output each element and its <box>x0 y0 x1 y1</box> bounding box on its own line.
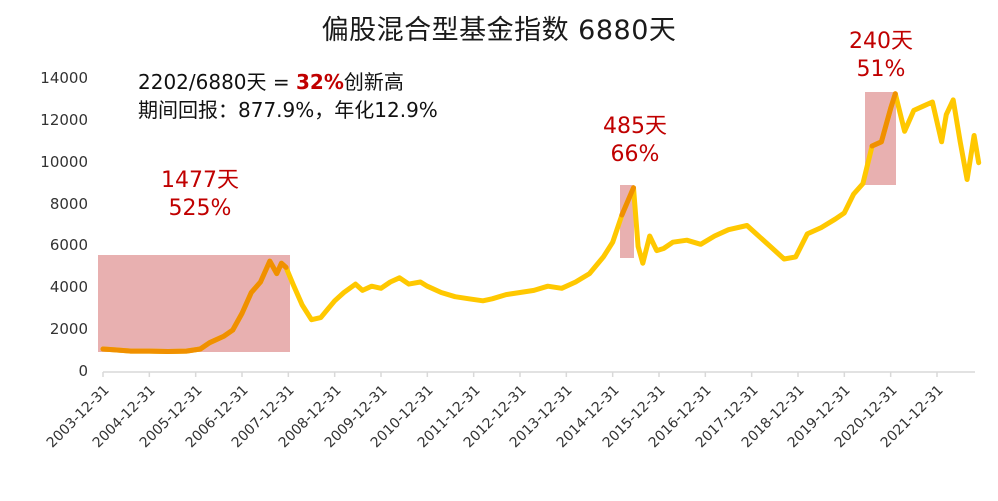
peak-2-return: 66% <box>610 142 660 167</box>
y-tick-label: 14000 <box>40 69 88 87</box>
peak-1-days: 1477天 <box>161 168 239 193</box>
peak-3-days: 240天 <box>849 29 913 54</box>
y-tick-label: 10000 <box>40 152 88 171</box>
y-tick-label: 0 <box>78 362 88 380</box>
peak-3-return: 51% <box>856 57 906 82</box>
peak-label-1: 1477天 525% <box>140 167 260 223</box>
highlight-shade-1 <box>98 255 290 352</box>
x-axis-tick-marks <box>102 372 938 377</box>
peak-1-return: 525% <box>168 196 232 221</box>
summary-annotation: 2202/6880天 = 32%创新高 期间回报：877.9%，年化12.9% <box>138 68 438 124</box>
highlight-shades <box>98 92 896 352</box>
peak-label-3: 240天 51% <box>821 28 941 84</box>
peak-2-days: 485天 <box>603 114 667 139</box>
new-high-percent: 32% <box>296 70 344 94</box>
highlight-line-segments <box>100 91 898 354</box>
summary-line-1: 2202/6880天 = 32%创新高 <box>138 68 438 96</box>
y-tick-label: 4000 <box>49 278 88 297</box>
y-tick-label: 6000 <box>49 236 88 255</box>
y-tick-label: 12000 <box>40 110 88 129</box>
summary-line-1-suffix: 创新高 <box>343 70 404 94</box>
summary-line-1-prefix: 2202/6880天 = <box>138 70 297 94</box>
summary-line-2: 期间回报：877.9%，年化12.9% <box>138 98 438 122</box>
highlight-shade-2 <box>620 185 634 258</box>
chart-title: 偏股混合型基金指数 6880天 <box>321 15 677 46</box>
peak-label-2: 485天 66% <box>575 113 695 169</box>
y-tick-label: 2000 <box>49 320 88 339</box>
y-tick-label: 8000 <box>49 194 88 213</box>
